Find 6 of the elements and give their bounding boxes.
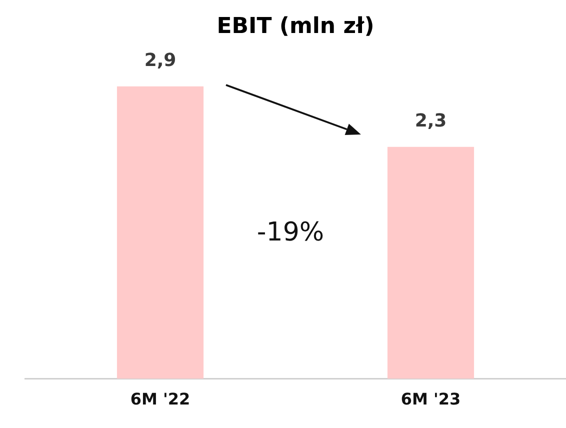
data-label: 2,3	[414, 110, 447, 132]
x-tick-label: 6M '23	[400, 390, 461, 409]
x-tick-label: 6M '22	[130, 390, 190, 409]
chart-title: EBIT (mln zł)	[216, 14, 374, 39]
data-label: 2,9	[144, 50, 176, 72]
annotation: -19%	[256, 218, 324, 248]
